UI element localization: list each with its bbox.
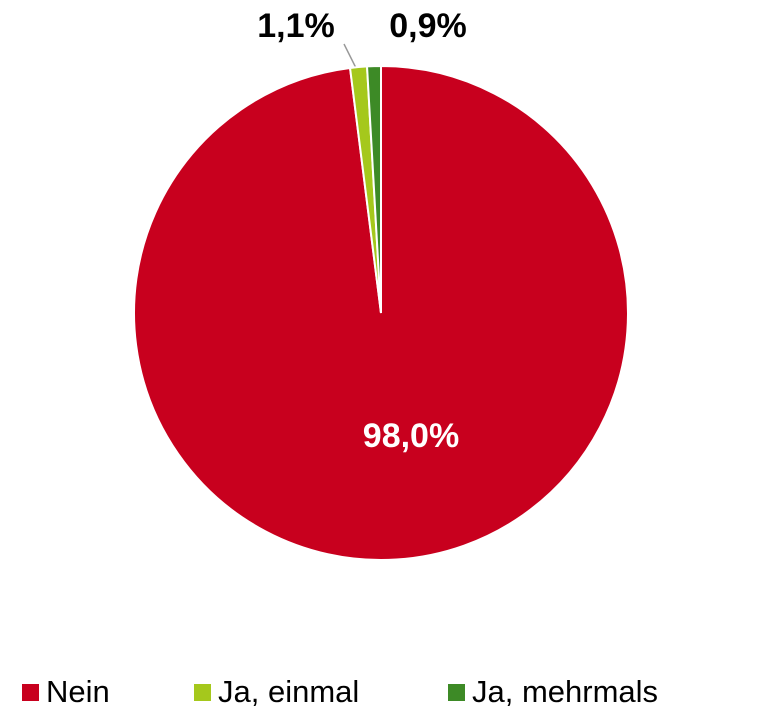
leader-line bbox=[343, 43, 357, 69]
legend-label: Nein bbox=[46, 674, 110, 709]
legend-label: Ja, mehrmals bbox=[472, 674, 658, 709]
legend-swatch bbox=[448, 684, 465, 701]
legend-label: Ja, einmal bbox=[218, 674, 359, 709]
data-label: 0,9% bbox=[389, 7, 467, 45]
legend-swatch bbox=[22, 684, 39, 701]
pie-slice bbox=[365, 64, 382, 314]
data-label: 98,0% bbox=[363, 417, 459, 455]
data-label: 1,1% bbox=[257, 7, 335, 45]
legend-swatch bbox=[194, 684, 211, 701]
